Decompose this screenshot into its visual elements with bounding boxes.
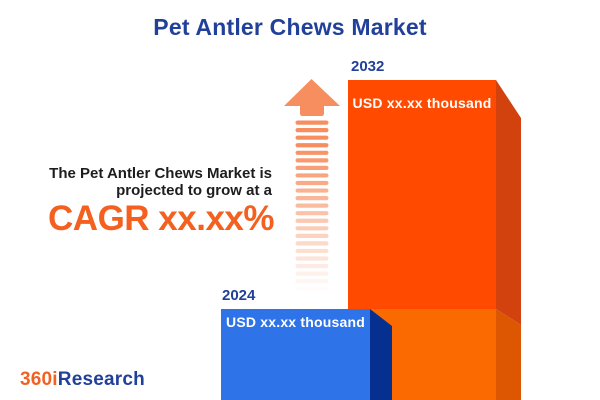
growth-arrow-stripe <box>295 143 329 148</box>
growth-arrow-stripe <box>295 233 329 238</box>
growth-arrow-stripe <box>295 173 329 178</box>
growth-arrow-stripe <box>295 256 329 261</box>
growth-arrow-stripe <box>295 158 329 163</box>
growth-arrow-stripe <box>295 279 329 284</box>
growth-arrow-stripe <box>295 150 329 155</box>
bar-2032-year-label: 2032 <box>351 58 385 75</box>
brand-logo: 360iResearch <box>20 369 145 391</box>
annotation-line1: The Pet Antler Chews Market is <box>49 165 272 182</box>
growth-arrow-stripe <box>295 271 329 276</box>
growth-arrow-icon <box>284 79 340 116</box>
growth-arrow-stripe <box>295 196 329 201</box>
growth-arrow-stripe <box>295 180 329 186</box>
bar-2032-side <box>496 80 521 325</box>
growth-arrow-stripe <box>295 135 329 140</box>
bar-2032-base-side <box>496 309 521 400</box>
annotation-line2: projected to grow at a <box>116 182 272 199</box>
growth-arrow-stripe <box>295 211 329 216</box>
growth-arrow-stripe <box>296 287 329 291</box>
growth-arrow-stripe <box>295 203 329 208</box>
logo-part-research: Research <box>57 369 145 390</box>
growth-arrow-stripe <box>295 188 329 193</box>
bar-2024-value: USD xx.xx thousand <box>226 314 365 330</box>
bar-2024-year-label: 2024 <box>222 287 256 304</box>
growth-arrow-stripe <box>295 248 329 254</box>
growth-arrow-stripe <box>295 226 329 231</box>
growth-arrow-stripe <box>295 165 329 170</box>
page-title: Pet Antler Chews Market <box>153 14 427 40</box>
growth-arrow-stripe <box>295 120 329 125</box>
growth-arrow-stripes <box>295 120 329 291</box>
cagr-value: CAGR xx.xx% <box>48 199 274 238</box>
growth-arrow-stripe <box>295 263 329 269</box>
bar-2032-front <box>348 80 496 309</box>
growth-arrow-stripe <box>295 218 329 223</box>
logo-part-360i: 360i <box>20 369 58 390</box>
growth-arrow-stripe <box>295 128 329 133</box>
growth-arrow-stripe <box>295 241 329 246</box>
bar-2032-value: USD xx.xx thousand <box>352 95 492 111</box>
bar-2024-side <box>370 309 392 400</box>
bar-2024-front <box>221 309 370 400</box>
growth-annotation: The Pet Antler Chews Market is projected… <box>0 165 272 199</box>
